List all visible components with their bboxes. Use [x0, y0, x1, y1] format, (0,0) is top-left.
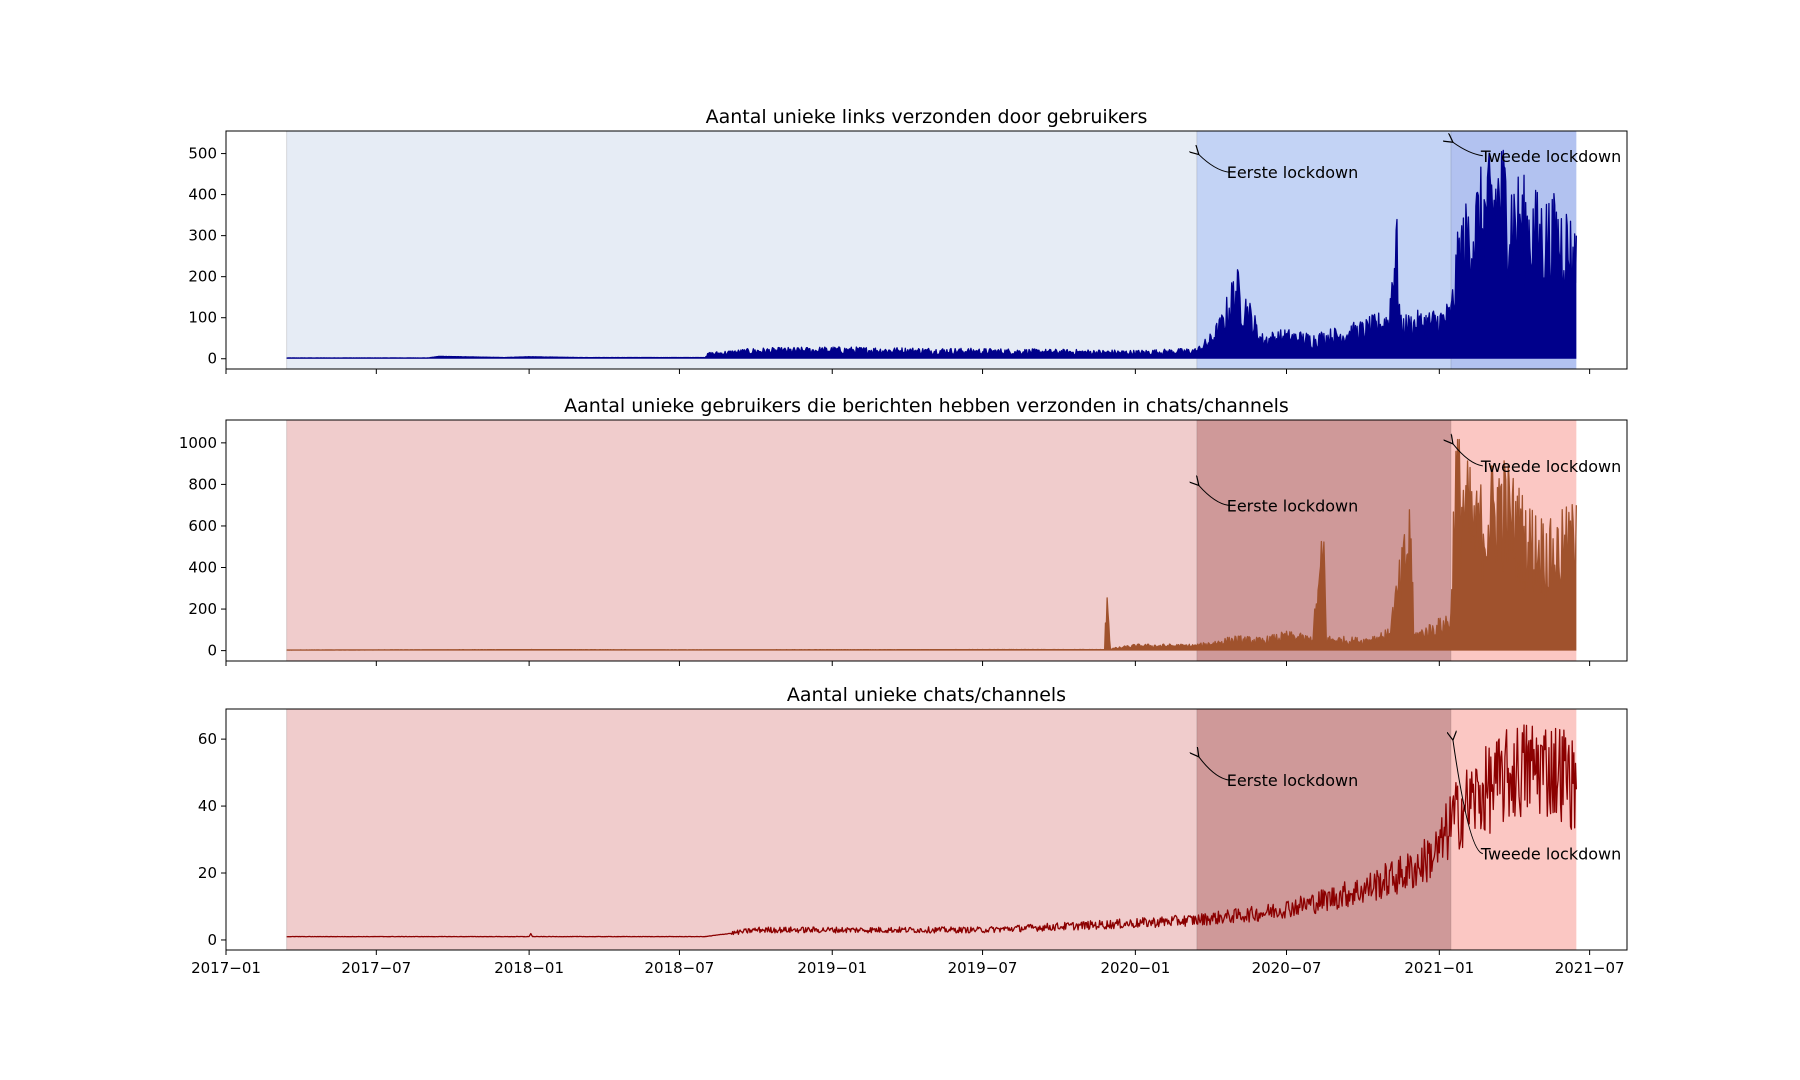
annotation-arrow — [1199, 757, 1229, 781]
annotation-arrow — [1453, 142, 1483, 157]
annotation-label-1: Eerste lockdown — [1227, 771, 1359, 790]
series-fill — [286, 150, 1577, 359]
x-tick-label: 2020−07 — [1252, 959, 1322, 977]
annotation-label-2: Tweede lockdown — [1480, 845, 1621, 864]
subplot-title: Aantal unieke links verzonden door gebru… — [706, 106, 1148, 128]
annotation-label-1: Eerste lockdown — [1227, 496, 1359, 515]
annotation-label-2: Tweede lockdown — [1480, 457, 1621, 476]
y-tick-label: 0 — [207, 931, 217, 949]
y-tick-label: 0 — [207, 642, 217, 660]
annotation-arrow — [1199, 155, 1229, 173]
series-line — [286, 149, 1577, 359]
y-tick-label: 200 — [188, 600, 217, 618]
y-tick-label: 1000 — [179, 434, 217, 452]
annotation-arrow — [1199, 485, 1229, 506]
subplot-title: Aantal unieke chats/channels — [787, 684, 1066, 706]
x-tick-label: 2017−01 — [191, 959, 261, 977]
period-band-1 — [286, 709, 1197, 950]
y-tick-label: 500 — [188, 145, 217, 163]
series-line — [286, 438, 1577, 651]
x-tick-label: 2021−01 — [1404, 959, 1474, 977]
y-tick-label: 800 — [188, 475, 217, 493]
y-tick-label: 100 — [188, 309, 217, 327]
y-tick-label: 0 — [207, 350, 217, 368]
axes-frame — [225, 130, 1628, 370]
x-tick-label: 2019−07 — [948, 959, 1018, 977]
x-tick-label: 2019−01 — [797, 959, 867, 977]
y-tick-label: 40 — [198, 797, 217, 815]
axes-frame — [225, 708, 1628, 951]
annotation-label-1: Eerste lockdown — [1227, 163, 1359, 182]
x-tick-label: 2018−07 — [645, 959, 715, 977]
y-tick-label: 400 — [188, 186, 217, 204]
x-tick-label: 2018−01 — [494, 959, 564, 977]
series-line — [286, 724, 1577, 938]
subplot-3: 0 20 40 60 2017−01 2017−07 2018−01 2018−07 2019−… — [191, 684, 1628, 977]
y-tick-label: 20 — [198, 864, 217, 882]
y-tick-label: 200 — [188, 268, 217, 286]
y-tick-label: 300 — [188, 227, 217, 245]
annotation-arrow — [1453, 740, 1484, 855]
x-tick-label: 2020−01 — [1100, 959, 1170, 977]
period-band-1 — [286, 131, 1197, 369]
subplot-title: Aantal unieke gebruikers die berichten h… — [564, 395, 1289, 417]
subplot-1: 0 100 200 300 400 500 Aantal unieke links verz… — [188, 106, 1628, 374]
period-band-1 — [286, 420, 1197, 661]
annotation-arrow — [1453, 444, 1483, 467]
subplot-2: 0 200 400 600 800 1000 Aantal unieke gebruiker… — [179, 395, 1628, 666]
annotation-label-2: Tweede lockdown — [1480, 147, 1621, 166]
y-tick-label: 400 — [188, 559, 217, 577]
x-tick-label: 2021−07 — [1555, 959, 1625, 977]
y-tick-label: 60 — [198, 730, 217, 748]
x-tick-label: 2017−07 — [341, 959, 411, 977]
y-tick-label: 600 — [188, 517, 217, 535]
period-band-2 — [1196, 709, 1451, 950]
axes-frame — [225, 419, 1628, 662]
series-fill — [286, 439, 1577, 651]
